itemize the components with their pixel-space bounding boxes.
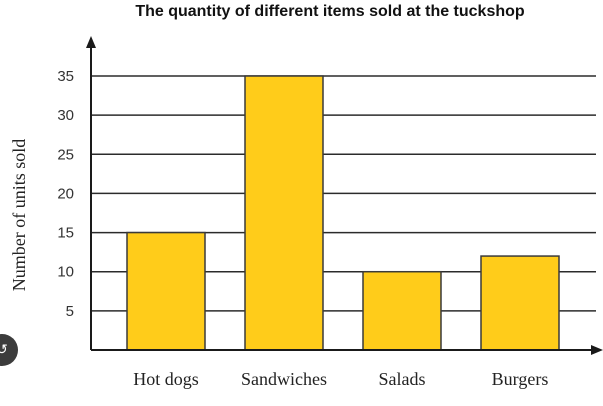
x-category-labels: Hot dogs Sandwiches Salads Burgers xyxy=(133,369,548,389)
y-axis-title: Number of units sold xyxy=(9,139,29,292)
bar xyxy=(362,270,442,351)
bar xyxy=(480,255,560,351)
bars xyxy=(126,75,560,351)
y-tick-label: 5 xyxy=(66,303,74,320)
y-tick-label: 30 xyxy=(57,107,74,124)
bar xyxy=(244,75,324,351)
y-tick-label: 20 xyxy=(57,185,74,202)
y-tick-labels: 5 10 15 20 25 30 35 xyxy=(57,68,74,320)
y-tick-label: 15 xyxy=(57,225,74,242)
y-tick-label: 10 xyxy=(57,264,74,281)
chart-title: The quantity of different items sold at … xyxy=(135,3,525,20)
x-axis-arrow xyxy=(591,345,603,355)
y-tick-label: 25 xyxy=(57,146,74,163)
bar xyxy=(126,231,206,351)
x-category-label: Sandwiches xyxy=(241,369,327,389)
x-category-label: Burgers xyxy=(492,369,549,389)
share-icon[interactable]: ↺ xyxy=(0,334,18,366)
y-tick-label: 35 xyxy=(57,68,74,85)
x-category-label: Hot dogs xyxy=(133,369,199,389)
axes xyxy=(86,36,603,355)
y-axis-arrow xyxy=(86,36,96,48)
x-category-label: Salads xyxy=(379,369,426,389)
